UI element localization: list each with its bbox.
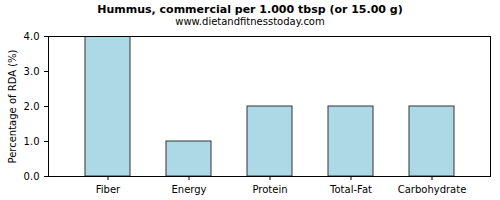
svg-text:0.0: 0.0 <box>24 171 40 182</box>
svg-text:4.0: 4.0 <box>24 31 40 42</box>
html-text:www.dietandfitnesstoday.com: www.dietandfitnesstoday.com <box>175 16 325 27</box>
svg-text:Protein: Protein <box>252 184 287 195</box>
svg-text:1.0: 1.0 <box>24 136 40 147</box>
svg-text:Percentage of RDA (%): Percentage of RDA (%) <box>7 49 18 163</box>
svg-text:Total-Fat: Total-Fat <box>329 184 372 195</box>
svg-text:2.0: 2.0 <box>24 101 40 112</box>
svg-text:Energy: Energy <box>171 184 206 195</box>
html-text:Hummus, commercial per 1.000 t: Hummus, commercial per 1.000 tbsp (or 15… <box>97 3 403 16</box>
svg-text:Carbohydrate: Carbohydrate <box>398 184 467 195</box>
svg-text:Fiber: Fiber <box>96 184 121 195</box>
svg-text:3.0: 3.0 <box>24 66 40 77</box>
